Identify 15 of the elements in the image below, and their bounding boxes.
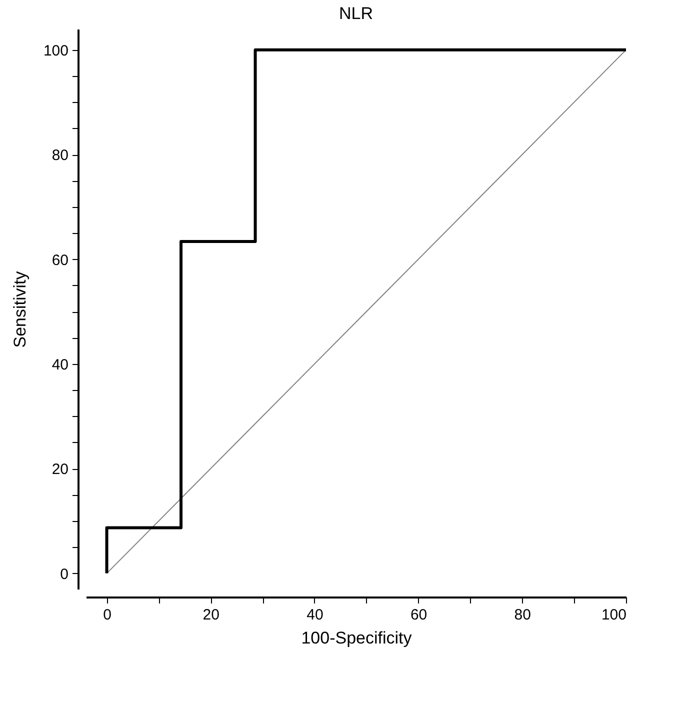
y-tick-label: 40 bbox=[52, 356, 68, 374]
y-tick-label: 100 bbox=[43, 42, 68, 60]
y-tick-label: 0 bbox=[60, 566, 68, 583]
y-tick-label: 80 bbox=[52, 147, 68, 164]
y-tick-label: 60 bbox=[52, 252, 68, 269]
x-tick-label: 80 bbox=[514, 606, 531, 624]
chart-title: NLR bbox=[338, 4, 374, 23]
x-tick-label: 20 bbox=[202, 606, 220, 624]
y-axis-title: Sensitivity bbox=[10, 270, 30, 348]
x-tick-label: 40 bbox=[306, 606, 324, 624]
x-tick-label: 60 bbox=[410, 606, 428, 624]
y-tick-label: 20 bbox=[52, 461, 68, 478]
x-tick-label: 0 bbox=[103, 606, 112, 624]
x-axis-title: 100-Specificity bbox=[301, 628, 412, 648]
x-tick-label: 100 bbox=[601, 606, 626, 624]
